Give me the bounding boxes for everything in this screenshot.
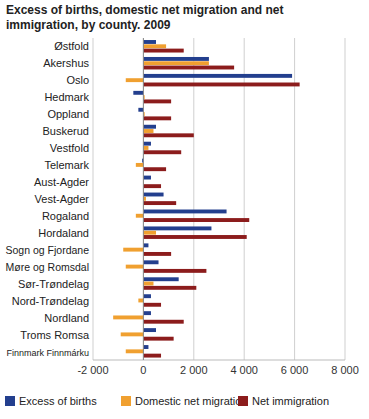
category-label: Nord-Trøndelag (12, 295, 89, 307)
bar (143, 83, 299, 87)
bar (143, 269, 206, 273)
bar (143, 277, 178, 281)
tick-label: 4 000 (230, 364, 258, 376)
category-label: Hordaland (38, 227, 89, 239)
bar (126, 349, 144, 353)
bar (143, 282, 153, 286)
bar (143, 167, 166, 171)
bar (126, 78, 144, 82)
bar (143, 235, 246, 239)
bar (143, 176, 151, 180)
bar (143, 311, 151, 315)
category-label: Akershus (43, 57, 89, 69)
grid-line (143, 38, 144, 360)
category-label: Nordland (44, 312, 89, 324)
bar (143, 260, 158, 264)
bar (143, 146, 148, 150)
category-label: Aust-Agder (34, 176, 89, 188)
bar (143, 66, 234, 70)
category-label: Oppland (47, 108, 89, 120)
bar (138, 299, 143, 303)
category-label: Rogaland (42, 210, 89, 222)
tick-label: 0 (140, 364, 146, 376)
bars (113, 40, 299, 358)
category-label: Sør-Trøndelag (18, 278, 89, 290)
bar (143, 40, 156, 44)
bar (143, 57, 209, 61)
legend-swatch (5, 396, 15, 406)
bar (143, 61, 209, 65)
chart: -2 000 0 2 000 4 000 6 000 8 000 Østfold Akersh… (0, 0, 369, 419)
bar (143, 150, 181, 154)
legend-swatch (238, 396, 248, 406)
bar (143, 142, 151, 146)
bar (143, 218, 249, 222)
legend-swatch (121, 396, 131, 406)
bar (143, 294, 151, 298)
bar (123, 248, 143, 252)
bar (143, 133, 193, 137)
category-label: Buskerud (43, 125, 89, 137)
category-label: Vestfold (50, 142, 89, 154)
grid-line (345, 38, 346, 360)
bar (143, 328, 156, 332)
tick-label: 8 000 (331, 364, 359, 376)
x-axis (93, 360, 345, 361)
bar (126, 265, 144, 269)
bar (143, 49, 183, 53)
bar (133, 91, 143, 95)
bar (138, 108, 143, 112)
bar (143, 226, 211, 230)
grid-line (93, 38, 94, 360)
category-label: Østfold (54, 40, 89, 52)
bar (143, 184, 161, 188)
bar (143, 99, 171, 103)
bar (143, 74, 292, 78)
category-label: Sogn og Fjordane (6, 244, 90, 256)
bar (143, 320, 183, 324)
bar (143, 129, 153, 133)
category-label: Finnmark Finnmárku (6, 348, 89, 358)
category-label: Møre og Romsdal (6, 261, 89, 273)
bar (143, 201, 176, 205)
bar (143, 243, 148, 247)
chart-title: Excess of births, domestic net migration… (6, 3, 336, 33)
category-label: Troms Romsa (20, 329, 90, 341)
bar (136, 163, 144, 167)
plot-area (93, 38, 345, 360)
category-label: Oslo (66, 74, 89, 86)
zero-line (143, 38, 144, 360)
legend-label: Net immigration (252, 395, 329, 407)
bar (143, 116, 171, 120)
category-label: Vest-Agder (35, 193, 90, 205)
tick-label: -2 000 (77, 364, 108, 376)
legend-label: Domestic net migration (135, 395, 248, 407)
bar (143, 286, 196, 290)
category-label: Hedmark (44, 91, 89, 103)
tick-label: 2 000 (180, 364, 208, 376)
bar (143, 210, 226, 214)
bar (121, 332, 144, 336)
bar (143, 252, 171, 256)
tick-label: 6 000 (281, 364, 309, 376)
bar (143, 303, 161, 307)
bar (143, 193, 163, 197)
bar (113, 315, 143, 319)
bar (143, 337, 173, 341)
bar (143, 345, 148, 349)
bar (143, 125, 156, 129)
bar (143, 44, 166, 48)
bar (136, 214, 144, 218)
bar (143, 231, 156, 235)
bar (143, 354, 161, 358)
category-label: Telemark (44, 159, 89, 171)
legend-label: Excess of births (19, 395, 97, 407)
